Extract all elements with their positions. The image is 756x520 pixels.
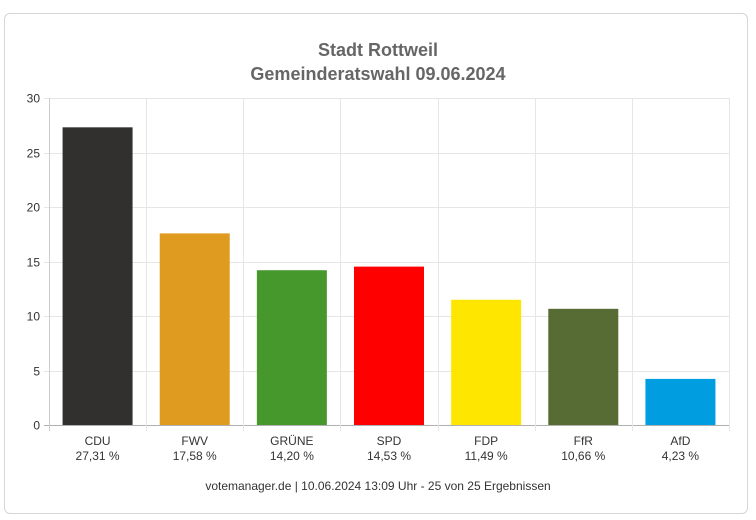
bar-value-label: 14,53 % [367,449,411,463]
y-tick-label: 25 [27,147,41,161]
y-tick-label: 5 [33,365,40,379]
x-tick-label: CDU [85,434,111,448]
x-tick-label: FfR [574,434,594,448]
bar-cdu [62,127,133,426]
x-tick-label: AfD [670,434,690,448]
bar-ffr [548,308,619,425]
chart-footer: votemanager.de | 10.06.2024 13:09 Uhr - … [205,479,551,493]
y-tick-label: 15 [27,256,41,270]
chart-subtitle: Gemeinderatswahl 09.06.2024 [250,64,506,84]
bar-fwv [159,233,230,425]
chart-title: Stadt Rottweil [318,40,438,60]
bar-grüne [256,270,327,425]
bar-fdp [451,299,522,425]
x-tick-label: FWV [181,434,208,448]
y-tick-label: 30 [27,92,41,106]
bar-value-label: 27,31 % [76,449,120,463]
bar-value-label: 14,20 % [270,449,314,463]
y-tick-label: 10 [27,310,41,324]
bar-value-label: 17,58 % [173,449,217,463]
x-tick-label: SPD [377,434,402,448]
x-tick-label: GRÜNE [270,434,313,448]
bar-value-label: 11,49 % [465,449,508,463]
bar-spd [354,266,424,425]
y-tick-label: 0 [33,419,40,433]
y-tick-label: 20 [27,201,41,215]
bar-value-label: 4,23 % [662,449,700,463]
bar-value-label: 10,66 % [561,449,605,463]
bar-afd [645,378,716,425]
x-tick-label: FDP [474,434,498,448]
